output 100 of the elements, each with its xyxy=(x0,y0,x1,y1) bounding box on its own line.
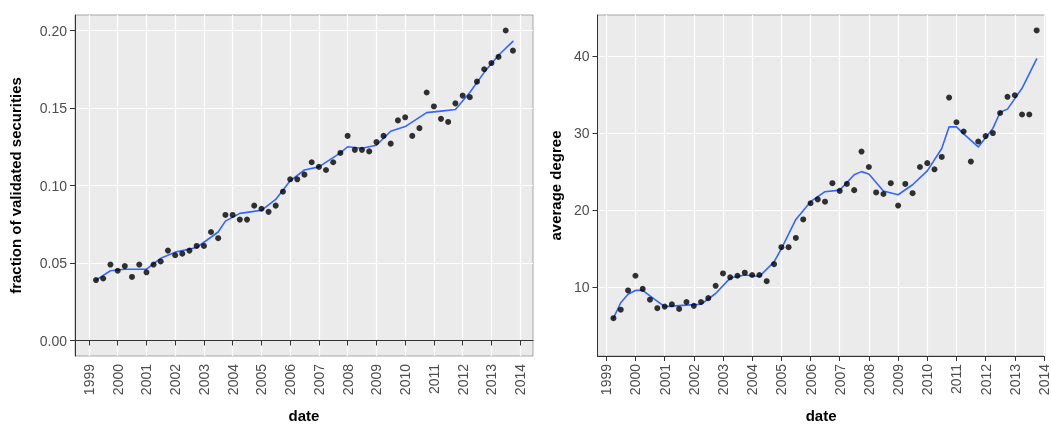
point xyxy=(337,149,344,156)
point xyxy=(387,140,394,147)
point xyxy=(727,274,734,281)
y-tick-label: 10 xyxy=(573,279,590,296)
x-tick-label: 2003 xyxy=(195,363,212,396)
point xyxy=(946,94,953,101)
point xyxy=(800,216,807,223)
x-tick-label: 2014 xyxy=(512,363,529,396)
point xyxy=(215,235,222,242)
point xyxy=(351,146,358,153)
point xyxy=(279,188,286,195)
point xyxy=(265,208,272,215)
x-tick-label: 2004 xyxy=(744,363,761,396)
point xyxy=(243,216,250,223)
point xyxy=(287,176,294,183)
x-tick-label: 2013 xyxy=(1006,363,1023,396)
point xyxy=(1004,93,1011,100)
x-tick-label: 2000 xyxy=(627,363,644,396)
point xyxy=(481,66,488,73)
point xyxy=(136,261,143,268)
x-axis-title: date xyxy=(805,407,837,424)
point xyxy=(610,315,617,322)
point xyxy=(107,261,114,268)
point xyxy=(114,267,121,274)
point xyxy=(488,60,495,67)
point xyxy=(690,302,697,309)
point xyxy=(100,275,107,282)
x-tick-label: 2012 xyxy=(977,363,994,396)
point xyxy=(150,261,157,268)
point xyxy=(836,187,843,194)
point xyxy=(272,202,279,209)
x-tick-label: 2006 xyxy=(802,363,819,396)
point xyxy=(975,138,982,145)
point xyxy=(258,205,265,212)
point xyxy=(186,247,193,254)
x-tick-label: 2002 xyxy=(167,363,184,396)
y-tick-label: 0.20 xyxy=(39,22,68,39)
point xyxy=(887,180,894,187)
x-tick-label: 2003 xyxy=(714,363,731,396)
y-tick-label: 20 xyxy=(573,202,590,219)
y-tick-label: 0.15 xyxy=(39,100,68,116)
point xyxy=(639,285,646,292)
x-tick-label: 2007 xyxy=(831,363,848,396)
point xyxy=(143,269,150,276)
point xyxy=(402,114,409,121)
point xyxy=(909,190,916,197)
x-tick-label: 2006 xyxy=(282,363,299,396)
point xyxy=(121,263,128,270)
point xyxy=(632,272,639,279)
x-tick-label: 2014 xyxy=(1036,363,1051,396)
point xyxy=(895,202,902,209)
y-tick-label: 0.10 xyxy=(39,177,68,194)
point xyxy=(200,242,207,249)
point xyxy=(734,272,741,279)
point xyxy=(749,271,756,278)
x-tick-label: 2000 xyxy=(109,363,126,396)
x-tick-label: 2013 xyxy=(483,363,500,396)
point xyxy=(683,299,690,305)
point xyxy=(93,277,100,284)
point xyxy=(459,92,466,99)
point xyxy=(164,247,171,254)
x-tick-label: 2011 xyxy=(948,363,965,395)
point xyxy=(466,94,473,101)
x-tick-label: 2007 xyxy=(310,363,327,396)
point xyxy=(208,229,215,235)
x-tick-label: 2010 xyxy=(919,363,936,396)
point xyxy=(953,119,960,126)
point xyxy=(989,130,996,137)
point xyxy=(625,287,632,294)
x-tick-label: 2010 xyxy=(397,363,414,396)
point xyxy=(924,160,931,167)
point xyxy=(358,146,365,153)
point xyxy=(997,109,1004,116)
point xyxy=(822,198,829,205)
x-tick-label: 2001 xyxy=(138,363,155,396)
point xyxy=(705,295,712,302)
point xyxy=(1011,92,1018,99)
point xyxy=(807,200,814,207)
x-tick-label: 2012 xyxy=(454,363,471,396)
x-tick-label: 2008 xyxy=(860,363,877,396)
point xyxy=(778,244,785,251)
y-axis-title: fraction of validated securities xyxy=(7,77,24,294)
x-tick-label: 2001 xyxy=(656,363,673,396)
point xyxy=(829,180,836,187)
point xyxy=(409,132,416,139)
point xyxy=(938,153,945,160)
y-tick-label: 40 xyxy=(573,47,590,64)
point xyxy=(373,139,380,146)
point xyxy=(756,271,763,278)
point xyxy=(858,148,865,155)
point xyxy=(438,115,444,122)
y-tick-label: 30 xyxy=(573,125,590,142)
y-tick-label: 0.00 xyxy=(39,332,68,349)
point xyxy=(865,163,872,170)
x-tick-label: 2002 xyxy=(685,363,702,396)
point xyxy=(179,250,186,257)
point xyxy=(668,301,675,308)
point xyxy=(251,202,258,209)
point xyxy=(712,282,719,289)
point xyxy=(851,187,858,194)
